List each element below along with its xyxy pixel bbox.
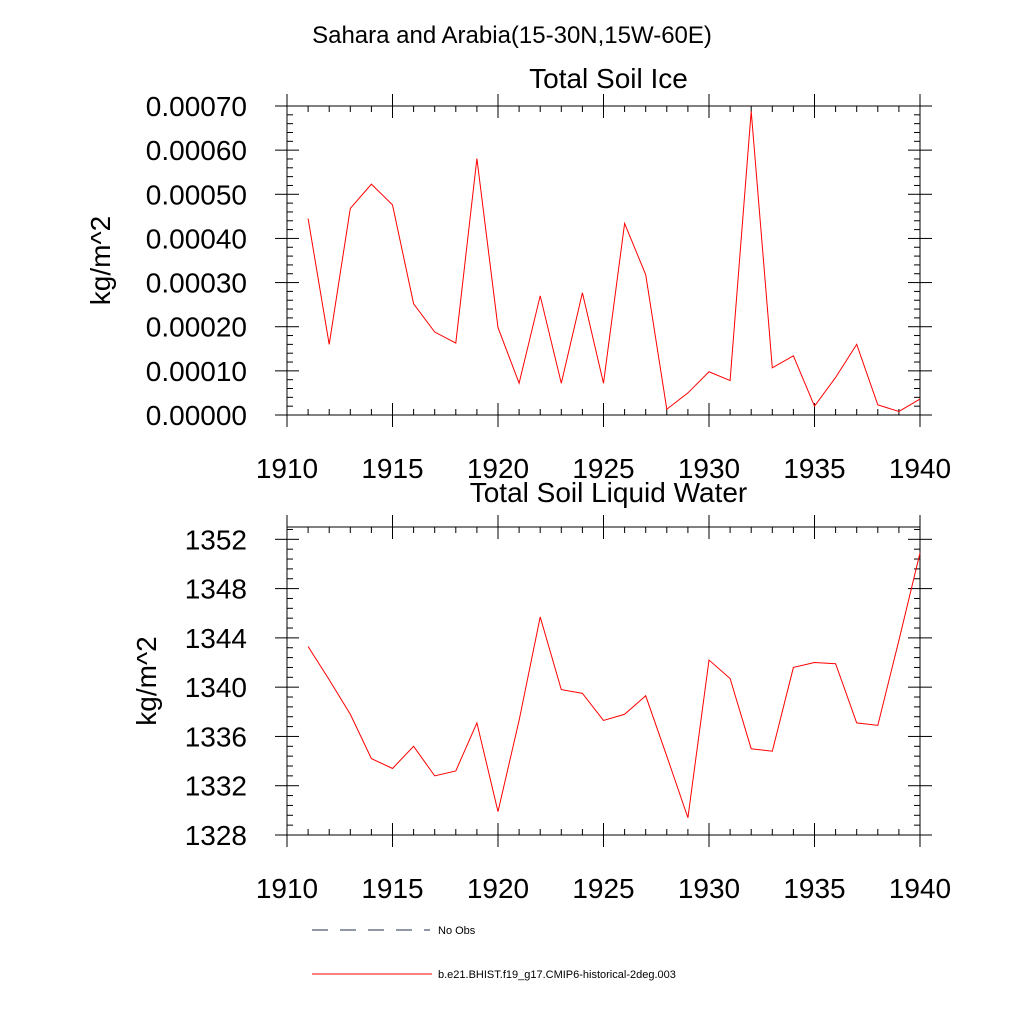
y-tick-label: 1352 [185, 524, 247, 555]
x-tick-label: 1930 [678, 453, 740, 484]
y-tick-label: 1332 [185, 771, 247, 802]
x-tick-label: 1910 [256, 453, 318, 484]
x-tick-label: 1935 [783, 453, 845, 484]
y-tick-label: 0.00040 [146, 223, 247, 254]
x-tick-label: 1915 [361, 873, 423, 904]
chart-title: Total Soil Ice [529, 63, 688, 94]
y-tick-label: 0.00050 [146, 179, 247, 210]
y-tick-label: 0.00070 [146, 91, 247, 122]
series-line [307, 552, 921, 818]
series-line [307, 111, 921, 413]
x-tick-label: 1920 [467, 453, 529, 484]
plot-frame [286, 105, 921, 416]
x-tick-label: 1925 [572, 873, 634, 904]
x-tick-label: 1940 [889, 453, 951, 484]
x-tick-label: 1915 [361, 453, 423, 484]
x-tick-label: 1940 [889, 873, 951, 904]
y-tick-label: 0.00020 [146, 312, 247, 343]
y-tick-label: 1328 [185, 820, 247, 851]
legend: No Obs b.e21.BHIST.f19_g17.CMIP6-histori… [312, 925, 676, 981]
y-tick-label: 0.00000 [146, 400, 247, 431]
y-tick-label: 0.00010 [146, 356, 247, 387]
chart-title: Total Soil Liquid Water [470, 477, 748, 508]
panel-total-soil-ice: Total Soil Ice kg/m^2 1910 1915 1920 1925 1930… [85, 63, 951, 484]
legend-no-obs-label: No Obs [438, 925, 476, 937]
y-tick-label: 1340 [185, 672, 247, 703]
x-tick-label: 1910 [256, 873, 318, 904]
x-tick-label: 1930 [678, 873, 740, 904]
x-tick-label: 1920 [467, 873, 529, 904]
y-axis-label: kg/m^2 [85, 216, 116, 305]
panel-total-soil-liquid-water: Total Soil Liquid Water kg/m^2 1910 1915 192… [131, 477, 951, 904]
page-title: Sahara and Arabia(15-30N,15W-60E) [312, 22, 712, 49]
x-tick-label: 1925 [572, 453, 634, 484]
y-axis-label: kg/m^2 [131, 636, 162, 725]
y-tick-label: 0.00030 [146, 268, 247, 299]
plot-frame [286, 526, 921, 836]
y-tick-label: 0.00060 [146, 135, 247, 166]
y-tick-label: 1348 [185, 574, 247, 605]
y-tick-label: 1344 [185, 623, 247, 654]
x-tick-label: 1935 [783, 873, 845, 904]
y-tick-label: 1336 [185, 721, 247, 752]
legend-model-label: b.e21.BHIST.f19_g17.CMIP6-historical-2de… [438, 969, 676, 981]
